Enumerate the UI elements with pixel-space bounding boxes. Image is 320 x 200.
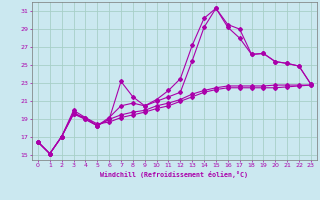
X-axis label: Windchill (Refroidissement éolien,°C): Windchill (Refroidissement éolien,°C) <box>100 171 248 178</box>
